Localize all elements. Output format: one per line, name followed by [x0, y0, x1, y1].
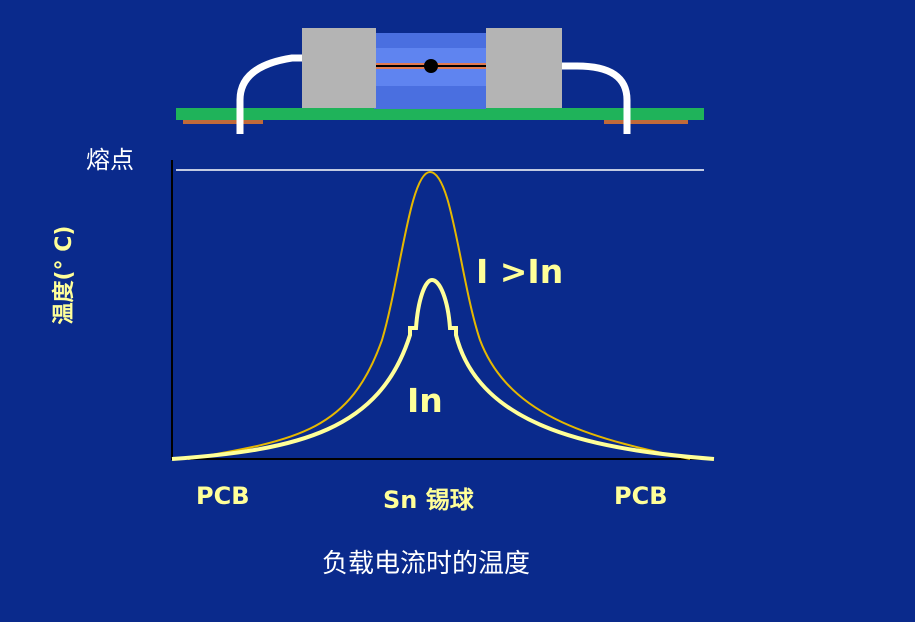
end-cap-right — [486, 28, 562, 108]
x-label-pcb-right: PCB — [614, 482, 668, 510]
lead-wire-left — [236, 54, 302, 134]
lead-wire-right — [562, 62, 631, 134]
fuse-component-illustration — [176, 28, 704, 134]
temperature-curve-rated — [171, 277, 715, 461]
melting-point-label: 熔点 — [86, 146, 134, 174]
diagram-caption: 负载电流时的温度 — [322, 549, 531, 579]
overload-curve-label: I >In — [476, 252, 564, 291]
end-cap-left — [302, 28, 376, 108]
y-axis-label: 温度(° C) — [52, 225, 77, 325]
tin-ball — [424, 59, 438, 73]
temperature-curve-overload — [187, 170, 691, 460]
rated-curve-label: In — [407, 381, 443, 420]
x-label-pcb-left: PCB — [196, 482, 250, 510]
solder-pad-right — [604, 120, 688, 124]
pcb-board — [176, 108, 704, 120]
x-label-tin-ball: Sn 锡球 — [383, 486, 474, 514]
solder-pad-left — [183, 120, 263, 124]
